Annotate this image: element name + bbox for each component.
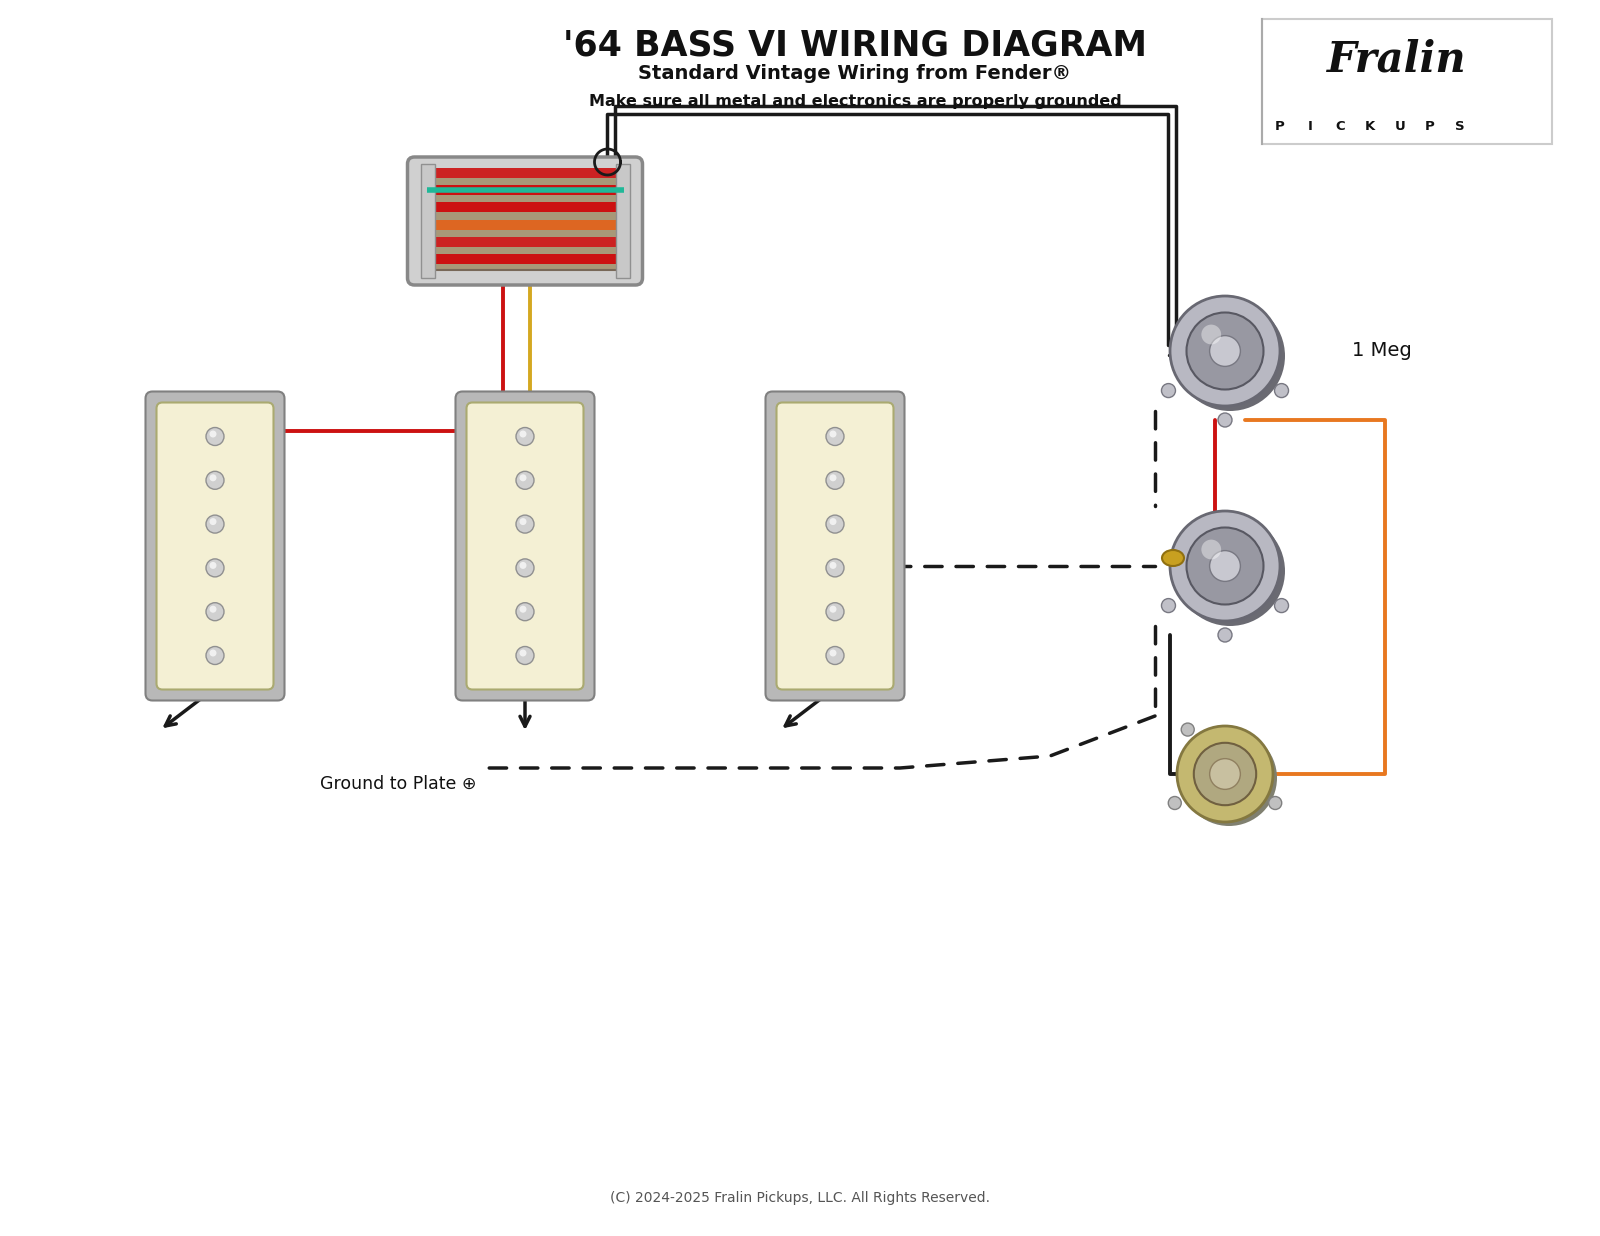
Circle shape bbox=[206, 559, 224, 577]
Circle shape bbox=[520, 475, 526, 481]
Text: P: P bbox=[1275, 120, 1285, 132]
Circle shape bbox=[826, 603, 845, 620]
FancyBboxPatch shape bbox=[408, 157, 643, 286]
FancyBboxPatch shape bbox=[146, 392, 285, 701]
Bar bbox=[427, 168, 624, 178]
Circle shape bbox=[206, 428, 224, 445]
Circle shape bbox=[517, 559, 534, 577]
Circle shape bbox=[1174, 302, 1285, 412]
Circle shape bbox=[517, 603, 534, 620]
Circle shape bbox=[1162, 598, 1176, 613]
Bar bbox=[427, 220, 624, 230]
Circle shape bbox=[1218, 413, 1232, 426]
Circle shape bbox=[826, 559, 845, 577]
Circle shape bbox=[1202, 540, 1221, 560]
Bar bbox=[427, 255, 624, 265]
Circle shape bbox=[210, 430, 216, 438]
Circle shape bbox=[1187, 528, 1264, 604]
Circle shape bbox=[1181, 723, 1194, 737]
Circle shape bbox=[1194, 743, 1256, 805]
Text: Standard Vintage Wiring from Fender®: Standard Vintage Wiring from Fender® bbox=[638, 64, 1072, 83]
Bar bbox=[616, 164, 629, 278]
Circle shape bbox=[1269, 796, 1282, 810]
Circle shape bbox=[520, 649, 526, 656]
Bar bbox=[1262, 19, 1552, 145]
Circle shape bbox=[206, 515, 224, 533]
Text: '64 BASS VI WIRING DIAGRAM: '64 BASS VI WIRING DIAGRAM bbox=[563, 28, 1147, 62]
Text: Fralin: Fralin bbox=[1326, 38, 1467, 80]
Circle shape bbox=[1168, 796, 1181, 810]
Circle shape bbox=[210, 649, 216, 656]
Circle shape bbox=[1210, 336, 1240, 366]
Text: C: C bbox=[1334, 120, 1346, 132]
Ellipse shape bbox=[1162, 550, 1184, 566]
Bar bbox=[422, 172, 627, 269]
Circle shape bbox=[1210, 759, 1240, 790]
Text: U: U bbox=[1395, 120, 1405, 132]
Circle shape bbox=[520, 562, 526, 569]
Circle shape bbox=[1275, 598, 1288, 613]
Circle shape bbox=[826, 646, 845, 665]
Bar bbox=[427, 203, 624, 213]
Circle shape bbox=[517, 471, 534, 489]
Circle shape bbox=[829, 649, 837, 656]
Circle shape bbox=[520, 430, 526, 438]
Text: (C) 2024-2025 Fralin Pickups, LLC. All Rights Reserved.: (C) 2024-2025 Fralin Pickups, LLC. All R… bbox=[610, 1192, 990, 1205]
Circle shape bbox=[1174, 515, 1285, 625]
Circle shape bbox=[1218, 628, 1232, 641]
FancyBboxPatch shape bbox=[765, 392, 904, 701]
Circle shape bbox=[829, 475, 837, 481]
Circle shape bbox=[826, 515, 845, 533]
Circle shape bbox=[1202, 325, 1221, 345]
Circle shape bbox=[520, 518, 526, 525]
Circle shape bbox=[517, 515, 534, 533]
Circle shape bbox=[1170, 510, 1280, 620]
Circle shape bbox=[210, 562, 216, 569]
Circle shape bbox=[210, 518, 216, 525]
Circle shape bbox=[1210, 550, 1240, 581]
Circle shape bbox=[210, 606, 216, 613]
Circle shape bbox=[206, 603, 224, 620]
Text: P: P bbox=[1426, 120, 1435, 132]
Circle shape bbox=[1275, 383, 1288, 398]
Circle shape bbox=[517, 428, 534, 445]
Bar bbox=[427, 185, 624, 195]
Circle shape bbox=[206, 646, 224, 665]
Text: 1 Meg: 1 Meg bbox=[1352, 341, 1411, 361]
Text: S: S bbox=[1454, 120, 1466, 132]
Circle shape bbox=[517, 646, 534, 665]
Circle shape bbox=[826, 428, 845, 445]
FancyBboxPatch shape bbox=[776, 403, 893, 690]
Circle shape bbox=[1170, 295, 1280, 405]
FancyBboxPatch shape bbox=[467, 403, 584, 690]
Bar bbox=[427, 237, 624, 247]
FancyBboxPatch shape bbox=[157, 403, 274, 690]
Circle shape bbox=[1181, 730, 1277, 826]
Circle shape bbox=[829, 606, 837, 613]
Circle shape bbox=[829, 430, 837, 438]
Circle shape bbox=[520, 606, 526, 613]
FancyBboxPatch shape bbox=[456, 392, 595, 701]
Circle shape bbox=[1187, 313, 1264, 389]
Circle shape bbox=[829, 518, 837, 525]
Text: K: K bbox=[1365, 120, 1374, 132]
Text: I: I bbox=[1307, 120, 1312, 132]
Circle shape bbox=[826, 471, 845, 489]
Text: Make sure all metal and electronics are properly grounded: Make sure all metal and electronics are … bbox=[589, 94, 1122, 109]
Text: Ground to Plate ⊕: Ground to Plate ⊕ bbox=[320, 775, 477, 794]
Circle shape bbox=[829, 562, 837, 569]
Circle shape bbox=[206, 471, 224, 489]
Circle shape bbox=[1178, 726, 1274, 822]
Circle shape bbox=[1162, 383, 1176, 398]
Bar bbox=[421, 164, 435, 278]
Circle shape bbox=[210, 475, 216, 481]
